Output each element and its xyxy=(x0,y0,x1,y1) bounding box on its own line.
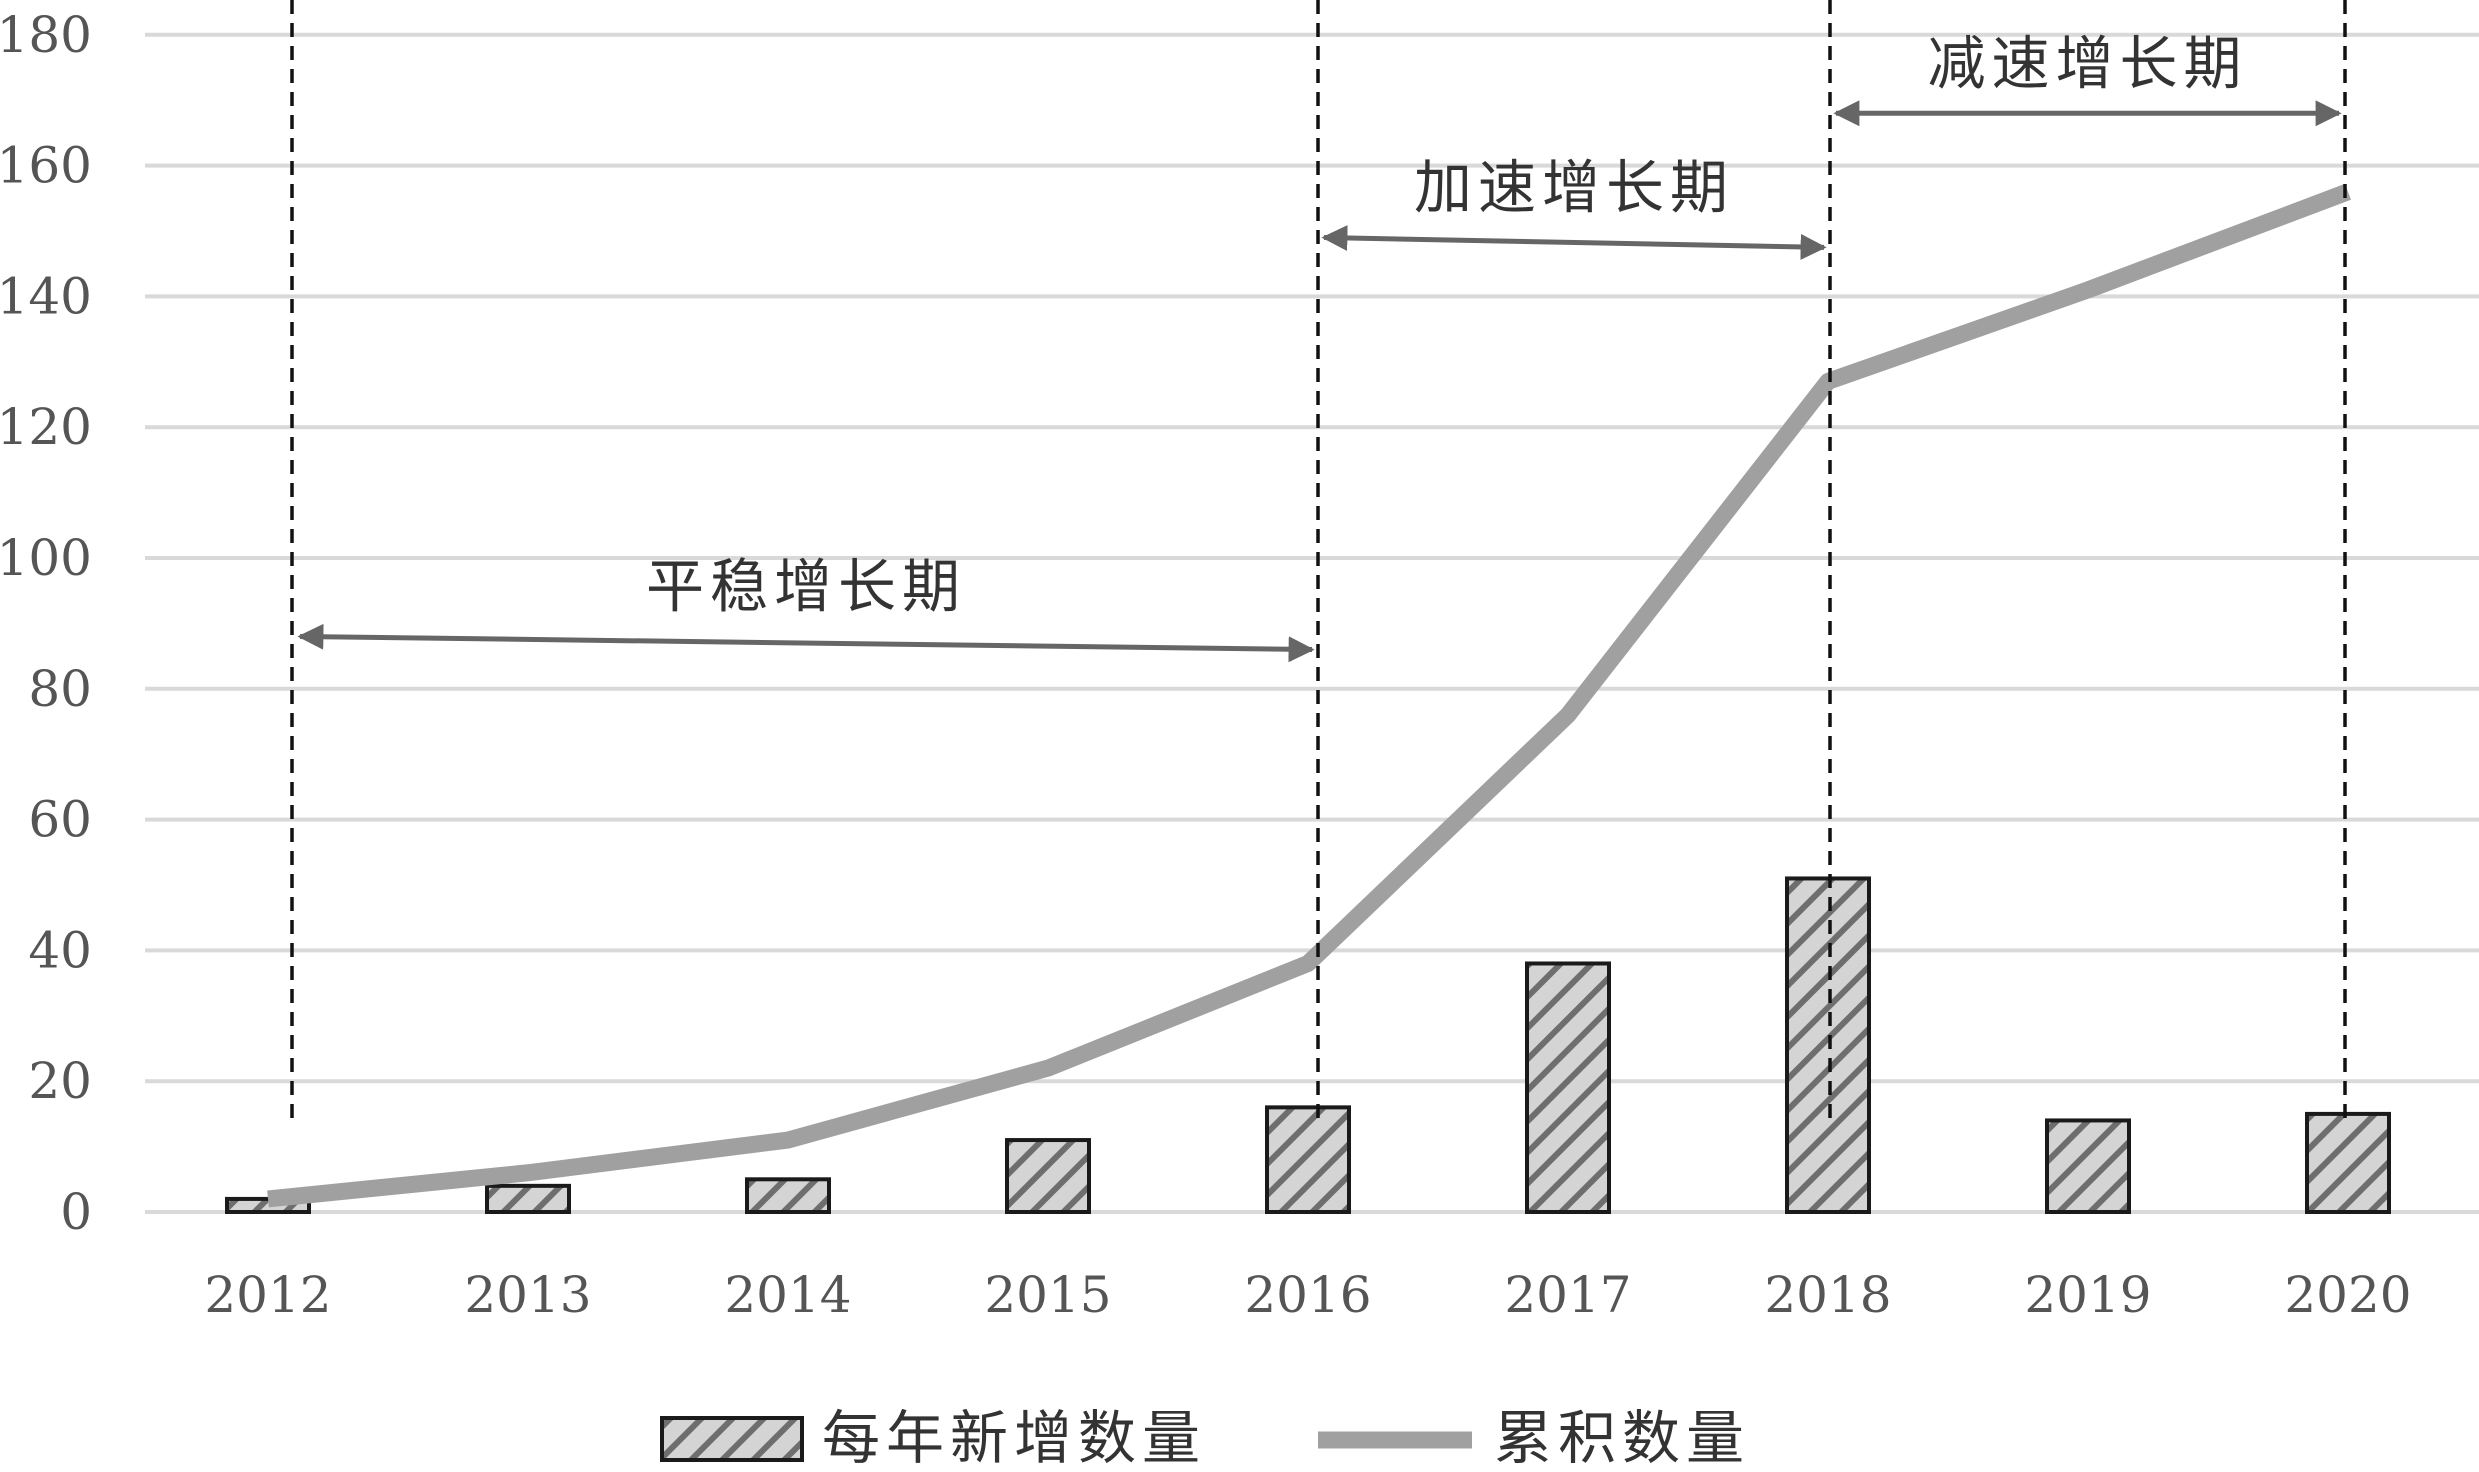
line-series xyxy=(267,183,2352,1208)
phase-annotations: 平稳增长期 加速增长期 减速增长期 xyxy=(297,29,2342,663)
x-tick-label-2019: 2019 xyxy=(2024,1266,2151,1324)
x-tick-label-2012: 2012 xyxy=(204,1266,331,1324)
x-tick-label-2020: 2020 xyxy=(2284,1266,2411,1324)
y-tick-label-20: 20 xyxy=(28,1052,92,1110)
x-tick-label-2014: 2014 xyxy=(724,1266,851,1324)
phase-arrow-1 xyxy=(297,623,1315,663)
bar-2017 xyxy=(1525,961,1611,1214)
bar-2020 xyxy=(2305,1111,2391,1215)
bar-2016 xyxy=(1265,1105,1351,1214)
y-tick-label-160: 160 xyxy=(0,137,92,195)
y-tick-label-120: 120 xyxy=(0,398,92,456)
x-tick-label-2013: 2013 xyxy=(464,1266,591,1324)
legend-label-bar: 每年新增数量 xyxy=(822,1404,1206,1468)
gridlines xyxy=(145,32,2479,1214)
legend-item-bar: 每年新增数量 xyxy=(660,1404,1206,1472)
phase-annotation-3: 减速增长期 xyxy=(1833,29,2342,127)
bar-2018 xyxy=(1785,876,1871,1215)
y-tick-label-180: 180 xyxy=(0,6,92,64)
legend-swatch-bar xyxy=(660,1416,804,1462)
bar-2019 xyxy=(2045,1118,2131,1214)
phase-label-1: 平稳增长期 xyxy=(646,552,966,620)
x-tick-label-2016: 2016 xyxy=(1244,1266,1371,1324)
y-tick-label-40: 40 xyxy=(28,921,92,979)
phase-annotation-1: 平稳增长期 xyxy=(297,552,1315,663)
legend-item-line: 累积数量 xyxy=(1318,1404,1750,1472)
y-tick-label-0: 0 xyxy=(60,1183,92,1241)
x-axis: 2012 2013 2014 2015 2016 2017 2018 2019 2020 xyxy=(204,1266,2411,1324)
bar-2015 xyxy=(1005,1138,1091,1215)
x-tick-label-2018: 2018 xyxy=(1764,1266,1891,1324)
bar-2014 xyxy=(745,1177,831,1215)
y-tick-label-80: 80 xyxy=(28,660,92,718)
y-tick-label-100: 100 xyxy=(0,529,92,587)
bar-2013 xyxy=(485,1183,571,1214)
cumulative-line xyxy=(267,183,2352,1208)
y-axis: 0 20 40 60 80 100 120 140 160 180 xyxy=(0,6,92,1241)
x-tick-label-2017: 2017 xyxy=(1504,1266,1631,1324)
legend-label-line: 累积数量 xyxy=(1494,1404,1750,1468)
y-tick-label-140: 140 xyxy=(0,267,92,325)
phase-arrow-2 xyxy=(1321,225,1827,260)
legend: 每年新增数量 累积数量 xyxy=(660,1404,1750,1472)
phase-dividers xyxy=(290,0,2347,1120)
phase-label-2: 加速增长期 xyxy=(1414,154,1734,222)
y-tick-label-60: 60 xyxy=(28,791,92,849)
phase-label-3: 减速增长期 xyxy=(1927,29,2247,97)
phase-annotation-2: 加速增长期 xyxy=(1321,154,1827,260)
x-tick-label-2015: 2015 xyxy=(984,1266,1111,1324)
